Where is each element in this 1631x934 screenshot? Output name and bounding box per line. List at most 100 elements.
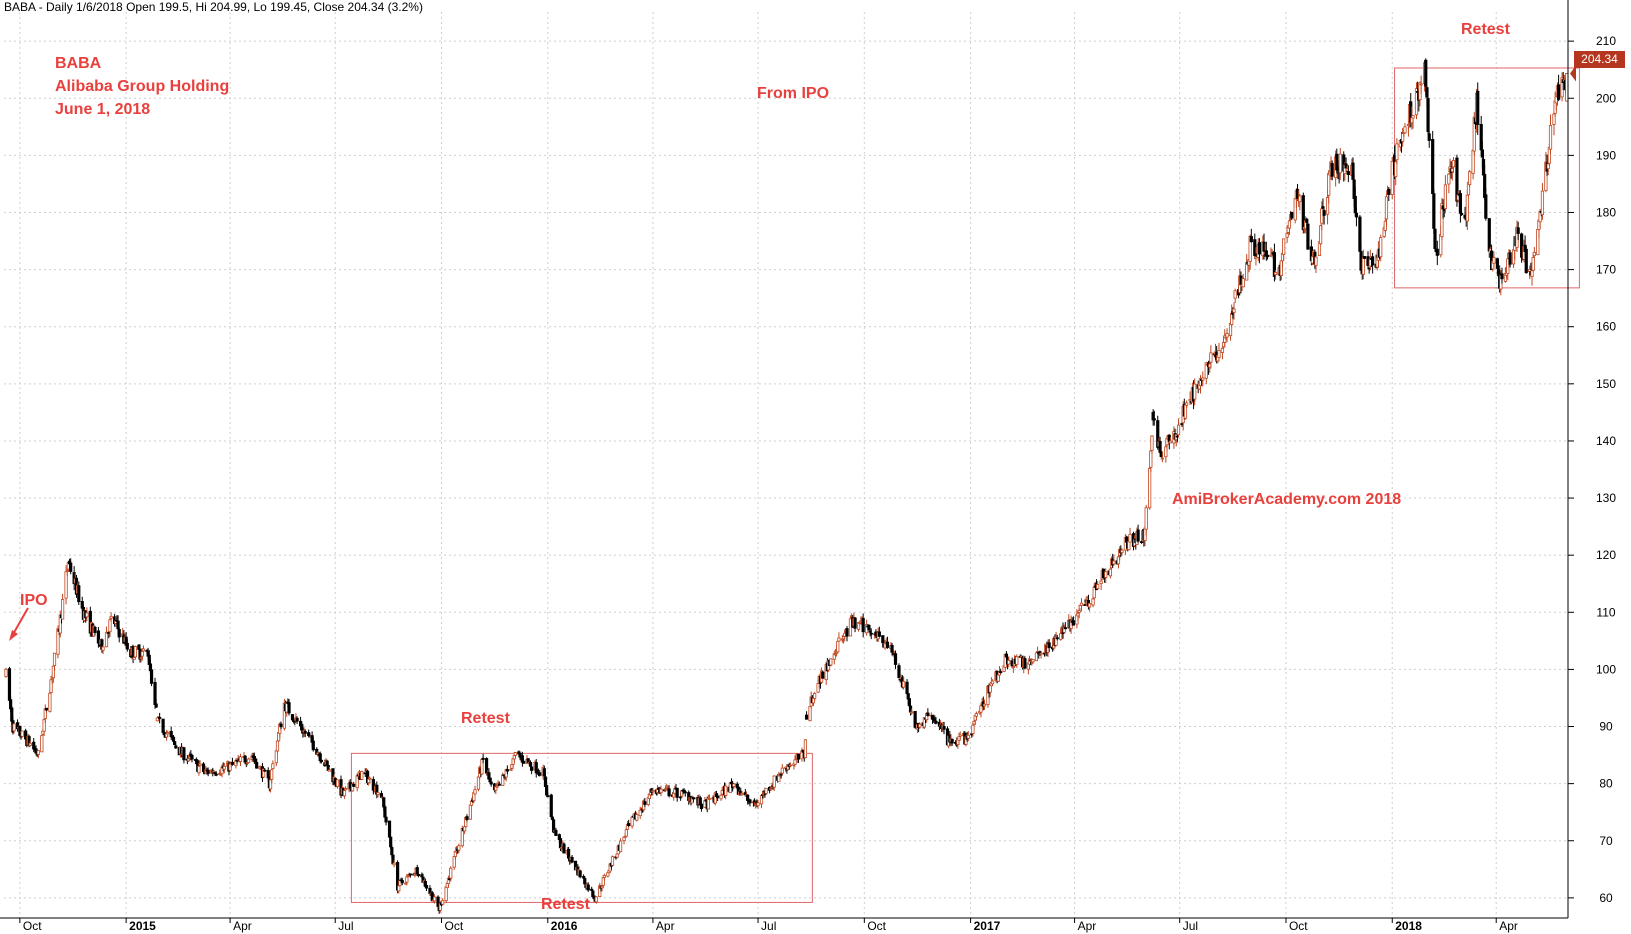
- candle-body: [1148, 468, 1152, 509]
- candle-body: [161, 718, 165, 733]
- candle-body: [1394, 161, 1398, 177]
- candle-body: [586, 884, 590, 891]
- candle-body: [643, 801, 647, 805]
- candle-body: [1150, 435, 1154, 451]
- candle-body: [441, 900, 445, 905]
- candle-body: [1361, 257, 1365, 275]
- candle-body: [562, 843, 566, 854]
- candle-body: [1468, 171, 1472, 186]
- candle-body: [268, 779, 273, 790]
- candle-body: [1346, 171, 1350, 175]
- candle-body: [1055, 637, 1059, 640]
- candle-body: [266, 770, 270, 779]
- candle-body: [1265, 254, 1270, 258]
- candle-body: [804, 714, 809, 720]
- x-tick-label: Oct: [445, 919, 464, 933]
- candle-body: [1047, 642, 1051, 649]
- candle-body: [489, 781, 493, 785]
- candle-body: [416, 874, 421, 877]
- x-tick-label: Apr: [1499, 919, 1518, 933]
- candle-body: [788, 764, 792, 767]
- candle-body: [1530, 270, 1534, 277]
- candle-body: [1472, 116, 1476, 152]
- candle-body: [1204, 362, 1208, 379]
- candle-body: [1492, 257, 1496, 264]
- candle-body: [222, 765, 226, 770]
- candle-body: [683, 791, 687, 794]
- y-tick-label: 180: [1596, 205, 1616, 219]
- candle-body: [1149, 450, 1153, 468]
- candle-body: [667, 788, 671, 797]
- candle-body: [109, 615, 113, 619]
- candle-body: [52, 652, 57, 667]
- candle-body: [69, 562, 73, 572]
- x-tick-label: Apr: [233, 919, 252, 933]
- candle-body: [1305, 218, 1309, 223]
- overlay-boxes: [350, 67, 1580, 903]
- candle-body: [1273, 271, 1278, 275]
- candle-body: [1338, 153, 1342, 174]
- candle-body: [990, 680, 995, 685]
- candle-body: [1443, 184, 1447, 209]
- candle-body: [85, 612, 89, 618]
- candle-body: [1325, 197, 1330, 215]
- candle-body: [342, 790, 347, 797]
- candle-body: [942, 726, 946, 730]
- candle-body: [497, 783, 501, 786]
- candle-body: [1249, 236, 1253, 243]
- candle-body: [1322, 210, 1326, 216]
- candle-body: [61, 599, 65, 620]
- candle-body: [1321, 206, 1325, 209]
- candle-body: [1306, 223, 1310, 250]
- candle-body: [988, 684, 992, 693]
- candle-body: [275, 740, 280, 752]
- candle-body: [318, 753, 322, 761]
- candle-body: [1390, 160, 1394, 196]
- candle-body: [1379, 237, 1383, 258]
- candle-body: [1185, 402, 1189, 406]
- candle-body: [415, 867, 419, 875]
- candle-body: [699, 803, 704, 810]
- candle-body: [748, 799, 752, 804]
- candle-body: [182, 747, 186, 761]
- title-block: BABA Alibaba Group Holding June 1, 2018: [55, 52, 229, 121]
- candle-body: [881, 635, 885, 644]
- candle-body: [513, 752, 518, 756]
- ipo-label: IPO: [20, 592, 48, 609]
- candles: [4, 58, 1569, 914]
- candle-body: [971, 724, 975, 734]
- candle-body: [263, 769, 267, 772]
- candle-body: [890, 645, 894, 653]
- candle-body: [675, 787, 679, 798]
- candle-body: [1096, 584, 1100, 590]
- candle-body: [495, 785, 499, 788]
- candle-body: [1233, 290, 1237, 299]
- candle-body: [618, 840, 623, 852]
- retest-label-2015: Retest: [461, 710, 510, 727]
- candle-body: [910, 711, 914, 714]
- candle-body: [1241, 278, 1245, 288]
- candle-body: [28, 742, 32, 746]
- candle-body: [173, 741, 177, 746]
- candle-body: [64, 571, 68, 599]
- candle-body: [158, 716, 162, 719]
- candle-body: [1104, 571, 1108, 578]
- candle-body: [1158, 440, 1162, 453]
- candle-body: [566, 849, 571, 859]
- candle-body: [371, 779, 375, 791]
- candle-body: [132, 657, 136, 660]
- candle-body: [360, 771, 364, 780]
- candle-body: [966, 734, 970, 739]
- candle-body: [885, 641, 890, 648]
- y-tick-label: 90: [1599, 720, 1613, 734]
- y-tick-label: 120: [1596, 548, 1616, 562]
- candle-body: [1459, 213, 1464, 216]
- ipo-arrow-line: [11, 607, 29, 637]
- candle-body: [449, 867, 453, 879]
- candle-body: [1451, 160, 1456, 168]
- candle-body: [405, 876, 409, 883]
- candle-body: [344, 788, 348, 791]
- candle-body: [335, 779, 340, 787]
- candle-body: [190, 754, 194, 760]
- candle-body: [769, 788, 773, 791]
